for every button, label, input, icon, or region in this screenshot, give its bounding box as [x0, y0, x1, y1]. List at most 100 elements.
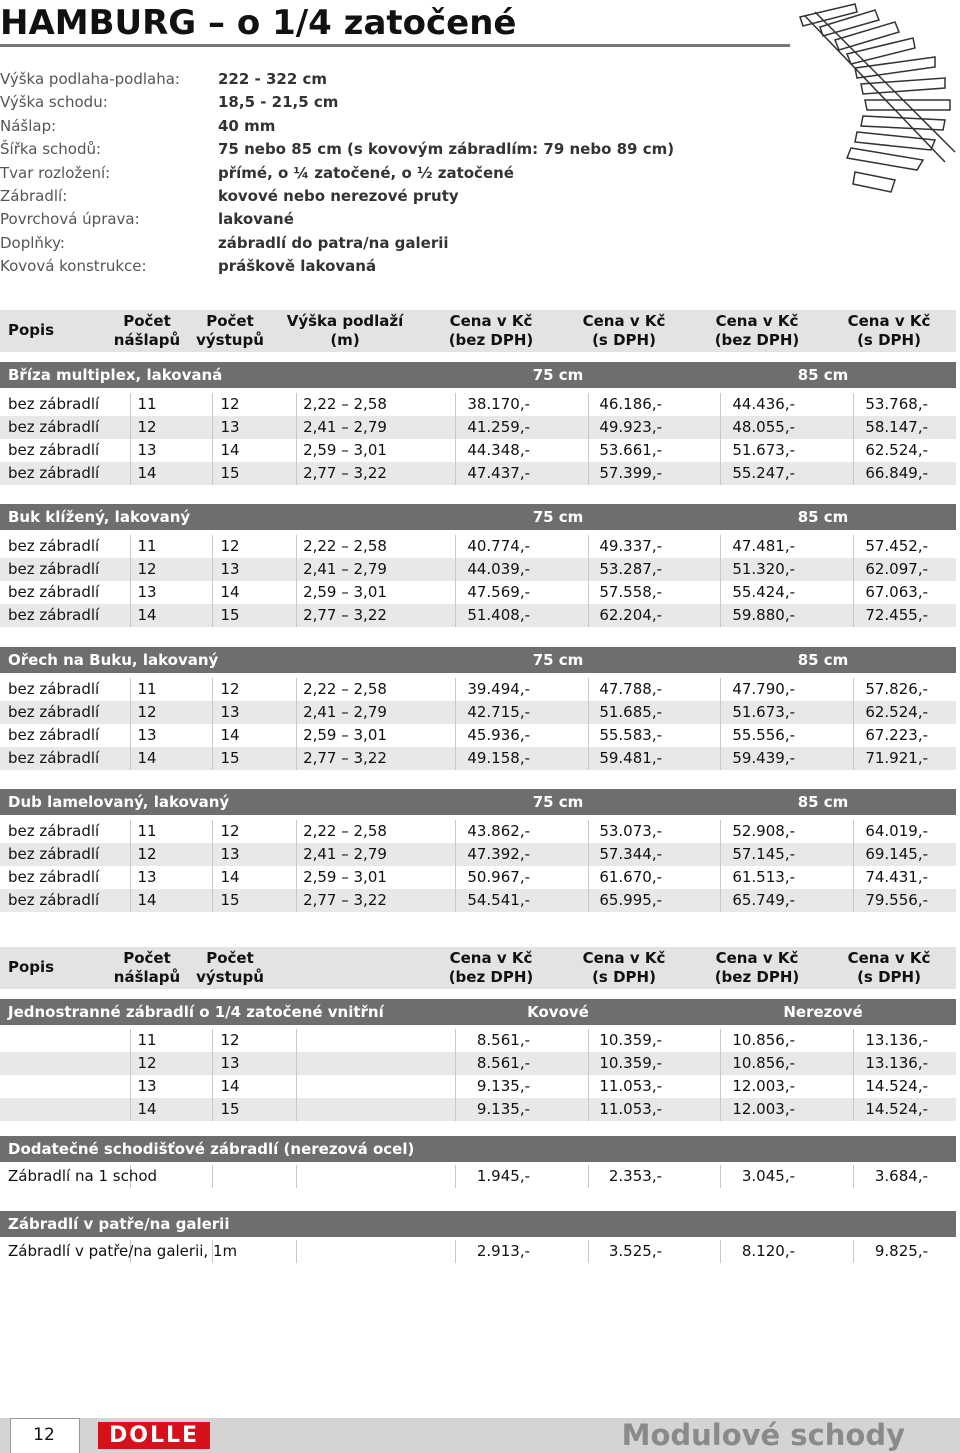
table-cell: 14: [137, 890, 157, 909]
row-separator: [588, 462, 589, 485]
row-separator: [853, 888, 854, 912]
section-col: 85 cm: [797, 650, 849, 669]
row-separator: [212, 1075, 213, 1098]
section-col: 75 cm: [532, 366, 584, 384]
spec-label: Povrchová úprava:: [0, 210, 140, 229]
row-separator: [130, 1240, 131, 1263]
row-separator: [296, 416, 297, 439]
section-col: Kovové: [527, 1003, 589, 1021]
row-bg: [0, 1240, 956, 1263]
table-cell: 66.849,-: [865, 464, 928, 482]
row-separator: [212, 393, 213, 416]
table-cell: 2,59 – 3,01: [303, 583, 387, 602]
row-separator: [455, 1075, 456, 1098]
section-col: 85 cm: [797, 508, 849, 527]
table-cell: 14: [220, 867, 240, 886]
section-col: Nerezové: [783, 1003, 863, 1021]
table-cell: 69.145,-: [865, 844, 928, 863]
spec-label: Doplňky:: [0, 233, 65, 252]
table-cell: 9.135,-: [476, 1100, 530, 1118]
row-separator: [853, 416, 854, 439]
row-bg: [0, 723, 956, 747]
row-separator: [455, 865, 456, 889]
header-cell: (bez DPH): [448, 331, 534, 349]
row-separator: [588, 1052, 589, 1075]
table-cell: 15: [220, 890, 240, 909]
table-cell: bez zábradlí: [8, 583, 100, 602]
row-separator: [130, 888, 131, 912]
row-separator: [296, 865, 297, 889]
section-name: Dodatečné schodišťové zábradlí (nerezová…: [8, 1140, 415, 1158]
table-cell: 49.158,-: [467, 748, 530, 767]
table-cell: bez zábradlí: [8, 441, 100, 459]
header-cell: Cena v Kč: [847, 949, 931, 967]
row-separator: [588, 1029, 589, 1052]
row-separator: [455, 416, 456, 439]
section-col: 85 cm: [797, 366, 849, 384]
header-cell: výstupů: [196, 331, 264, 349]
row-separator: [130, 700, 131, 724]
row-separator: [720, 439, 721, 462]
page-number-box: [10, 1418, 80, 1453]
table-cell: 44.039,-: [467, 560, 530, 579]
row-separator: [296, 677, 297, 701]
table-cell: bez zábradlí: [8, 725, 100, 744]
table-cell: 12.003,-: [732, 1100, 795, 1118]
header-cell: Počet: [123, 312, 171, 330]
section-name: Jednostranné zábradlí o 1/4 zatočené vni…: [8, 1003, 384, 1021]
row-separator: [296, 439, 297, 462]
row-separator: [720, 723, 721, 747]
table-cell: 12: [220, 395, 240, 413]
table-cell: 51.320,-: [732, 560, 795, 579]
header-cell: Počet: [206, 949, 254, 967]
row-separator: [588, 723, 589, 747]
row-separator: [455, 439, 456, 462]
row-separator: [588, 819, 589, 843]
table-cell: bez zábradlí: [8, 821, 100, 840]
table-cell: bez zábradlí: [8, 844, 100, 863]
header-cell: (bez DPH): [714, 968, 800, 986]
header-cell: (bez DPH): [448, 968, 534, 986]
table-cell: 45.936,-: [467, 725, 530, 744]
row-bg: [0, 1098, 956, 1121]
row-separator: [720, 1029, 721, 1052]
table-cell: 55.556,-: [732, 725, 795, 744]
row-separator: [296, 581, 297, 605]
row-bg: [0, 677, 956, 701]
table-cell: 8.561,-: [476, 1054, 530, 1072]
header-cell: Cena v Kč: [582, 312, 666, 330]
spec-value: 40 mm: [218, 116, 276, 135]
row-separator: [296, 746, 297, 770]
row-separator: [130, 439, 131, 462]
table-cell: 74.431,-: [865, 867, 928, 886]
table-cell: 55.247,-: [732, 464, 795, 482]
row-separator: [212, 723, 213, 747]
table-cell: 12: [220, 1031, 240, 1049]
row-separator: [296, 1052, 297, 1075]
table-cell: bez zábradlí: [8, 679, 100, 698]
table-cell: 43.862,-: [467, 821, 530, 840]
row-separator: [853, 1029, 854, 1052]
row-separator: [720, 1052, 721, 1075]
row-separator: [455, 1098, 456, 1121]
row-separator: [212, 1052, 213, 1075]
header-cell: Cena v Kč: [847, 312, 931, 330]
header-cell: Cena v Kč: [715, 312, 799, 330]
table-cell: 14.524,-: [865, 1077, 928, 1095]
row-separator: [720, 535, 721, 559]
row-separator: [455, 723, 456, 747]
row-separator: [130, 819, 131, 843]
row-separator: [720, 1075, 721, 1098]
table-cell: 13.136,-: [865, 1054, 928, 1072]
table-cell: 2,41 – 2,79: [303, 418, 387, 436]
table-cell: 46.186,-: [599, 395, 662, 413]
row-separator: [130, 723, 131, 747]
header-cell: Cena v Kč: [715, 949, 799, 967]
table-cell: bez zábradlí: [8, 537, 100, 556]
row-separator: [853, 535, 854, 559]
row-separator: [853, 462, 854, 485]
row-bg: [0, 842, 956, 866]
table-cell: 13: [137, 583, 157, 602]
spec-label: Šířka schodů:: [0, 140, 102, 159]
row-separator: [212, 1165, 213, 1188]
